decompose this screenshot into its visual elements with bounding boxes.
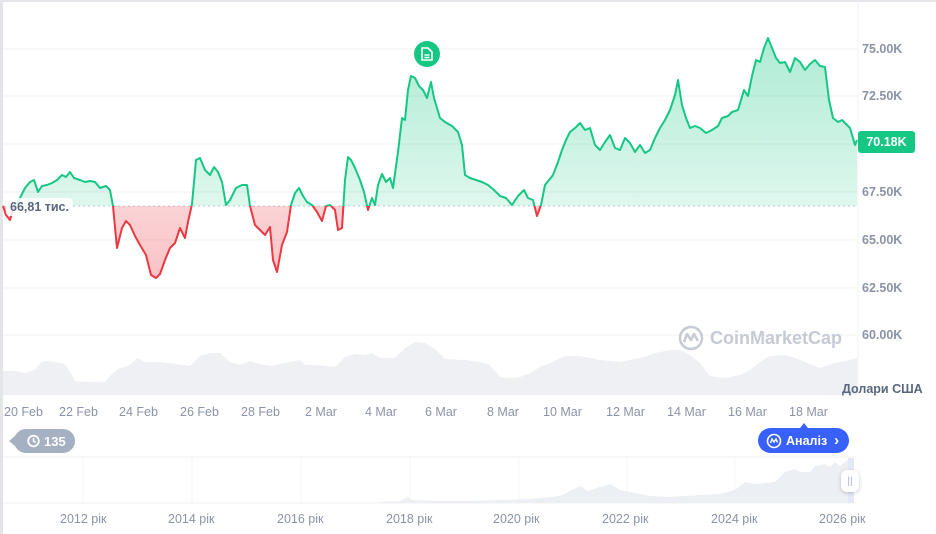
x-tick: 20 Feb (4, 405, 43, 419)
x-tick: 28 Feb (241, 405, 280, 419)
price-line-up (3, 37, 858, 206)
x-tick: 12 Mar (606, 405, 645, 419)
y-tick-60000: 60.00K (862, 328, 903, 342)
y-tick-75000: 75.00K (862, 42, 903, 56)
frame-border-left (0, 0, 3, 534)
navigator[interactable] (3, 456, 857, 504)
chevron-right-icon: › (834, 432, 840, 449)
x-tick: 6 Mar (425, 405, 457, 419)
navigator-handle[interactable]: || (841, 470, 859, 492)
x-tick: 16 Mar (728, 405, 767, 419)
document-icon (421, 47, 433, 61)
x-tick: 14 Mar (667, 405, 706, 419)
x-tick: 4 Mar (365, 405, 397, 419)
coinmarketcap-watermark: CoinMarketCap (678, 325, 842, 351)
x-tick: 22 Feb (59, 405, 98, 419)
y-tick-67500: 67.50K (862, 185, 903, 199)
cmc-ai-icon (766, 433, 782, 448)
analysis-label: Аналіз (786, 433, 828, 448)
x-tick: 8 Mar (487, 405, 519, 419)
frame-border-top (0, 0, 936, 2)
volume-area (3, 342, 857, 395)
price-line-down (2, 206, 542, 279)
x-tick: 18 Mar (789, 405, 828, 419)
navigator-tick: 2026 рік (819, 512, 866, 526)
y-tick-65000: 65.00K (862, 233, 903, 247)
x-tick: 26 Feb (180, 405, 219, 419)
x-tick: 24 Feb (119, 405, 158, 419)
y-tick-62500: 62.50K (862, 281, 903, 295)
y-tick-72500: 72.50K (862, 89, 903, 103)
history-badge[interactable]: 135 (9, 429, 75, 453)
coinmarketcap-logo-icon (678, 325, 704, 351)
history-count: 135 (44, 433, 66, 449)
x-tick: 10 Mar (543, 405, 582, 419)
baseline-label: 66,81 тис. (6, 198, 73, 216)
navigator-tick: 2024 рік (711, 512, 758, 526)
news-event-marker[interactable] (414, 41, 440, 67)
current-price-tag: 70.18K (858, 131, 915, 153)
navigator-tick: 2018 рік (386, 512, 433, 526)
navigator-tick: 2014 рік (168, 512, 215, 526)
x-tick: 2 Mar (305, 405, 337, 419)
navigator-tick: 2016 рік (277, 512, 324, 526)
analysis-button[interactable]: Аналіз › (758, 423, 850, 453)
navigator-tick: 2012 рік (60, 512, 107, 526)
navigator-tick: 2020 рік (493, 512, 540, 526)
watermark-text: CoinMarketCap (710, 327, 843, 348)
history-clock-icon (27, 434, 40, 448)
navigator-tick: 2022 рік (602, 512, 649, 526)
currency-label: Долари США (842, 382, 923, 396)
